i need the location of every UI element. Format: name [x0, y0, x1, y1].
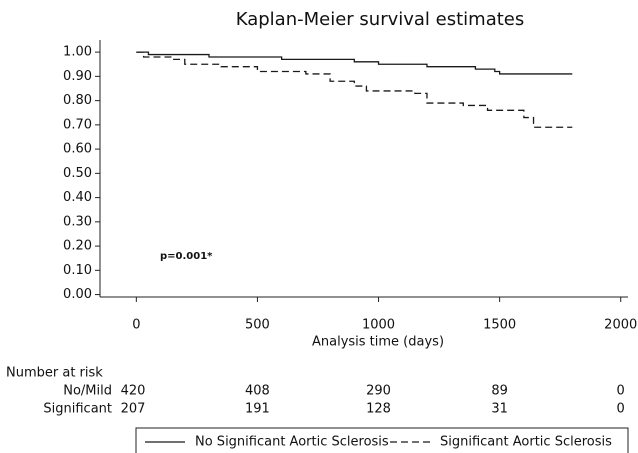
legend-label: Significant Aortic Sclerosis	[440, 435, 612, 450]
y-tick-label: 0.40	[63, 190, 92, 205]
y-tick-label: 0.30	[63, 214, 92, 229]
risk-table-title: Number at risk	[6, 366, 103, 381]
survival-curve	[136, 51, 573, 128]
y-tick-label: 1.00	[63, 45, 92, 60]
risk-count: 420	[121, 384, 146, 399]
y-tick-label: 0.60	[63, 142, 92, 157]
legend-label: No Significant Aortic Sclerosis	[195, 435, 389, 450]
risk-count: 207	[121, 402, 146, 417]
y-tick-label: 0.70	[63, 117, 92, 132]
risk-count: 0	[616, 402, 624, 417]
x-axis-label: Analysis time (days)	[312, 335, 444, 350]
risk-count: 128	[366, 402, 391, 417]
x-tick-label: 0	[132, 318, 140, 333]
y-tick-label: 0.50	[63, 166, 92, 181]
risk-count: 31	[491, 402, 508, 417]
x-tick-label: 1500	[483, 318, 516, 333]
x-tick-label: 500	[245, 318, 270, 333]
y-tick-label: 0.80	[63, 93, 92, 108]
y-tick-label: 0.20	[63, 239, 92, 254]
x-tick-label: 2000	[604, 318, 637, 333]
survival-curve	[136, 51, 573, 75]
risk-count: 191	[245, 402, 270, 417]
risk-row-label: Significant	[43, 402, 112, 417]
chart-title: Kaplan-Meier survival estimates	[236, 9, 525, 30]
y-tick-label: 0.10	[63, 263, 92, 278]
risk-count: 290	[366, 384, 391, 399]
y-tick-label: 0.00	[63, 287, 92, 302]
risk-count: 408	[245, 384, 270, 399]
risk-count: 0	[616, 384, 624, 399]
legend-box	[135, 427, 629, 453]
risk-count: 89	[491, 384, 508, 399]
risk-row-label: No/Mild	[63, 384, 112, 399]
annotation: p=0.001*	[160, 251, 213, 262]
x-tick-label: 1000	[362, 318, 395, 333]
y-tick-label: 0.90	[63, 69, 92, 84]
